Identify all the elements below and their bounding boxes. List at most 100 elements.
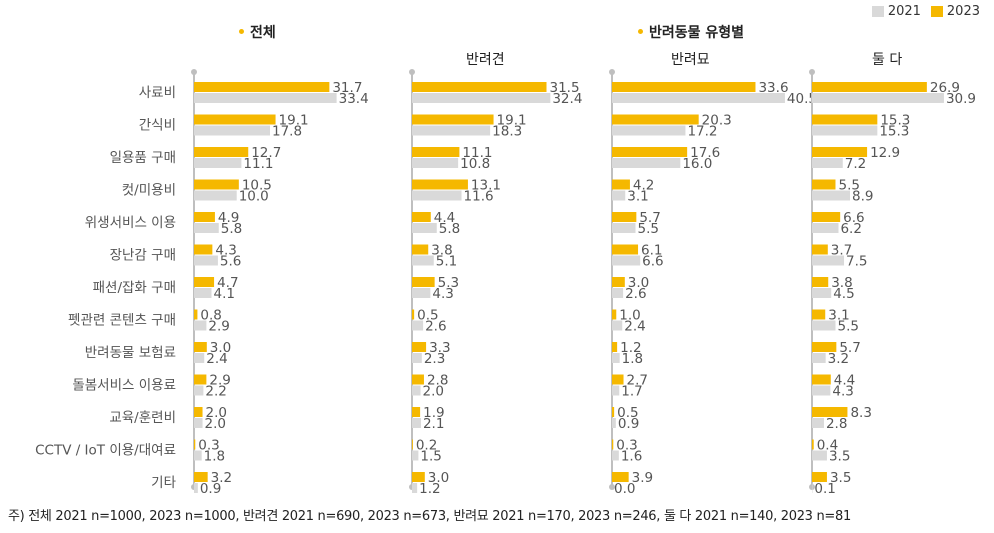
data-label: 8.9 [852,189,873,205]
bar-cat-2021 [612,288,624,298]
bar-dog-2023 [412,309,415,320]
legend: 2021 2023 [871,4,980,19]
data-label: 20.3 [702,113,732,129]
bar-cat-2023 [612,277,625,287]
data-label: 1.2 [419,481,440,497]
bar-both-2021 [812,125,878,136]
bar-cat-2021 [612,190,626,201]
bar-dog-2023 [412,244,429,255]
data-label: 2.6 [425,319,446,335]
bar-both-2021 [812,450,827,461]
bar-overall-2021 [194,125,271,136]
bullet-dot [239,28,244,34]
bar-dog-2023 [412,277,435,287]
data-label: 3.2 [211,470,232,486]
data-label: 2.6 [625,286,646,302]
category-label: 반려동물 보험료 [85,345,176,361]
data-label: 17.6 [690,145,720,161]
bar-cat-2021 [612,223,636,233]
bar-dog-2021 [412,418,421,428]
data-label: 31.5 [550,80,580,96]
bar-dog-2023 [412,472,425,482]
bar-overall-2023 [194,342,207,352]
bar-dog-2021 [412,288,431,298]
section-title-by-type: 반려동물 유형별 [638,22,744,42]
bar-dog-2023 [412,342,427,352]
bar-dog-2021 [412,450,419,461]
data-label: 1.7 [621,384,642,400]
data-label: 17.2 [687,124,717,140]
data-label: 10.8 [460,156,490,172]
data-label: 2.8 [427,373,448,389]
bar-both-2023 [812,212,841,222]
bar-overall-2021 [194,223,219,233]
panel-label-dog: 반려견 [466,52,505,68]
data-label: 19.1 [279,113,309,129]
bar-overall-2021 [194,158,242,168]
data-label: 15.3 [880,113,910,129]
data-label: 7.2 [845,156,866,172]
data-label: 26.9 [930,80,960,96]
bar-overall-2021 [194,483,198,493]
data-label: 5.7 [639,210,660,226]
data-label: 5.5 [838,178,859,194]
data-label: 11.6 [464,189,494,205]
axis-end-dot [409,69,415,75]
data-label: 0.2 [416,438,437,454]
data-label: 0.9 [618,416,639,432]
data-label: 31.7 [332,80,362,96]
legend-swatch-2023 [930,6,943,17]
data-label: 5.3 [438,275,459,291]
data-label: 2.1 [423,416,444,432]
bar-cat-2021 [612,93,785,103]
data-label: 12.7 [251,145,281,161]
bar-dog-2021 [412,223,437,233]
bar-cat-2023 [612,342,618,352]
data-label: 2.4 [624,319,645,335]
data-label: 4.4 [434,210,455,226]
section-title-by-type-text: 반려동물 유형별 [649,25,745,41]
bar-cat-2023 [612,374,624,385]
data-label: 3.1 [828,308,849,324]
bar-dog-2021 [412,385,421,396]
legend-label-2023: 2023 [946,4,980,19]
bar-both-2023 [812,374,831,385]
data-label: 1.8 [622,351,643,367]
bar-dog-2021 [412,190,462,201]
bar-cat-2021 [612,255,641,266]
bar-dog-2023 [412,114,494,125]
data-label: 10.0 [239,189,269,205]
bar-overall-2021 [194,288,212,298]
data-label: 0.1 [814,481,835,497]
data-label: 3.2 [828,351,849,367]
bar-cat-2021 [612,450,619,461]
category-label: CCTV / IoT 이용/대여료 [35,443,176,459]
data-label: 0.3 [198,438,219,454]
bar-overall-2023 [194,244,213,255]
bar-overall-2021 [194,385,204,396]
bullet-dot [638,28,643,34]
bar-dog-2023 [412,439,413,450]
bar-both-2023 [812,147,868,157]
axis-end-dot [609,69,615,75]
data-label: 33.6 [758,80,788,96]
category-label: 간식비 [139,118,176,134]
bar-overall-2021 [194,418,203,428]
data-label: 16.0 [682,156,712,172]
bar-cat-2023 [612,82,756,92]
bar-overall-2021 [194,93,337,103]
bar-cat-2021 [612,125,686,136]
data-label: 17.8 [272,124,302,140]
axis-end-dot [609,484,615,490]
bar-dog-2021 [412,320,424,331]
data-label: 6.1 [641,243,662,259]
bar-both-2023 [812,439,814,450]
bar-both-2023 [812,277,829,287]
panel-label-both: 둘 다 [872,52,903,68]
data-label: 32.4 [552,91,582,107]
bar-dog-2023 [412,147,460,157]
bar-cat-2023 [612,244,639,255]
data-label: 5.7 [839,340,860,356]
data-label: 19.1 [497,113,527,129]
